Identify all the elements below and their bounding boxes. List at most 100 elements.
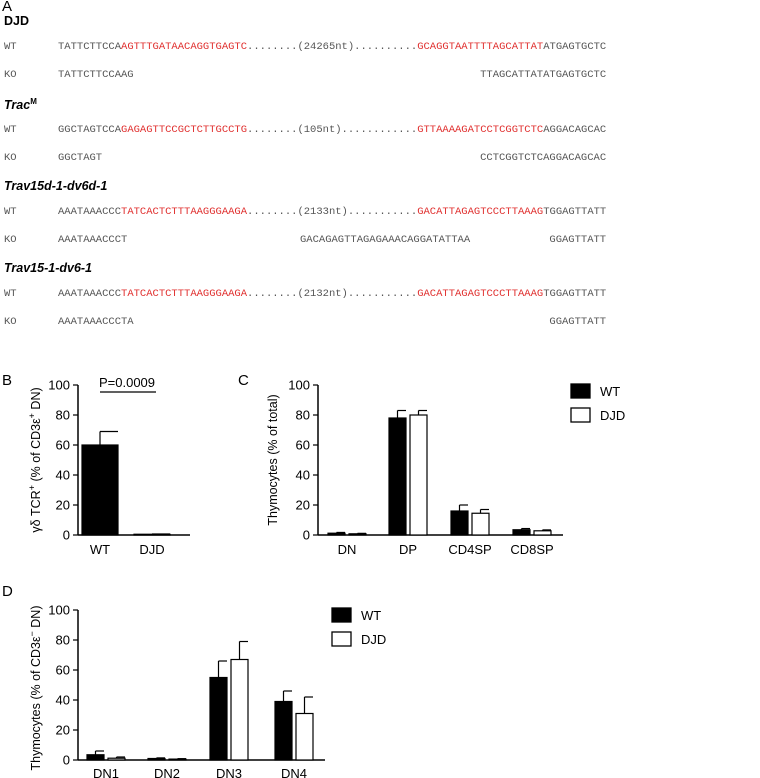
ko-sequence-right: GGAGTTATT [549,234,607,246]
legend-swatch [331,631,352,647]
y-tick-label: 40 [56,468,70,483]
y-axis-label-sup: + [27,485,37,490]
ko-label: KO [4,316,17,328]
y-tick-label: 20 [56,498,70,513]
x-tick-label: DJD [139,542,164,557]
legend-label: WT [600,384,620,399]
x-tick-label: DN3 [216,766,242,778]
bar-dn2-wt [147,757,166,761]
panel-letter-d: D [2,583,13,600]
panel-letter-a: A [2,0,13,15]
bar-dn-wt [327,532,346,536]
bar-cd8sp-wt [512,529,531,536]
y-tick-label: 100 [48,603,70,618]
y-axis-label-part: DN) [29,605,43,631]
bar-cd4sp-wt [450,510,469,536]
x-tick-label: DN [338,542,357,557]
wt-red1: TATCACTCTTTAAGGGAAGA [121,288,248,300]
bar-dn-djd [348,533,367,536]
ko-label: KO [4,152,17,164]
wt-red2: GTTAAAAGATCCTCGGTCTC [417,124,544,136]
p-value-annotation: P=0.0009 [99,375,155,390]
gene-title-text: Trav15-1-dv6-1 [4,261,93,275]
y-tick-label: 0 [63,528,70,543]
wt-red2: GCAGGTAATTTTAGCATTAT [417,41,544,53]
bar-dn1-djd [107,757,126,761]
x-tick-label: DP [399,542,417,557]
x-tick-label: CD4SP [448,542,491,557]
wt-red2: GACATTAGAGTCCCTTAAAG [417,206,544,218]
y-tick-label: 40 [56,693,70,708]
wt-sequence: AAATAAACCCTATCACTCTTTAAGGGAAGA........(2… [58,288,606,300]
ko-sequence-left: TATTCTTCCAAG [58,69,134,81]
bar-dn1-wt [86,754,105,761]
wt-label: WT [4,206,17,218]
bar-cd8sp-djd [533,530,552,536]
y-tick-label: 60 [56,438,70,453]
ko-sequence-left: AAATAAACCCTA [58,316,134,328]
y-axis-label-part: γδ TCR [29,490,43,532]
wt-suffix: TGGAGTTATT [543,206,607,218]
x-tick-label: WT [90,542,110,557]
wt-red1: GAGAGTTCCGCTCTTGCCTG [121,124,248,136]
wt-red1: TATCACTCTTTAAGGGAAGA [121,206,248,218]
wt-prefix: TATTCTTCCA [58,41,122,53]
legend-label: WT [361,608,381,623]
wt-label: WT [4,124,17,136]
ko-sequence-right: TTAGCATTATATGAGTGCTC [480,69,607,81]
y-tick-label: 40 [296,468,310,483]
y-tick-label: 60 [296,438,310,453]
ko-label: KO [4,69,17,81]
ko-sequence-right: GGAGTTATT [549,316,607,328]
wt-prefix: AAATAAACCC [58,206,122,218]
legend-label: DJD [361,632,386,647]
wt-gap: ........(2133nt)........... [247,206,418,218]
y-tick-label: 0 [303,528,310,543]
gene-title: DJD [4,14,29,28]
gene-title-text: Trav15d-1-dv6d-1 [4,179,108,193]
gene-title-text: Trac [4,98,31,113]
y-axis-label: Thymocytes (% of total) [266,394,280,525]
bar-dn4-djd [295,712,314,761]
y-tick-label: 80 [296,408,310,423]
wt-sequence: GGCTAGTCCAGAGAGTTCCGCTCTTGCCTG........(1… [58,124,606,136]
wt-label: WT [4,288,17,300]
wt-sequence: TATTCTTCCAAGTTTGATAACAGGTGAGTC........(2… [58,41,606,53]
y-axis-label-part: Thymocytes (% of total) [266,394,280,525]
bar-cd4sp-djd [471,512,490,536]
wt-sequence: AAATAAACCCTATCACTCTTTAAGGGAAGA........(2… [58,206,606,218]
x-tick-label: CD8SP [510,542,553,557]
wt-gap: ........(2132nt)........... [247,288,418,300]
wt-label: WT [4,41,17,53]
y-tick-label: 20 [56,723,70,738]
gene-title: Trav15d-1-dv6d-1 [4,179,107,193]
legend-swatch [570,407,591,423]
y-tick-label: 80 [56,408,70,423]
wt-prefix: GGCTAGTCCA [58,124,122,136]
wt-red1: AGTTTGATAACAGGTGAGTC [121,41,248,53]
ko-sequence-right: CCTCGGTCTCAGGACAGCAC [480,152,607,164]
y-axis-label: γδ TCR+ (% of CD3ε+ DN) [27,387,43,532]
x-tick-label: DN2 [154,766,180,778]
legend-swatch [331,607,352,623]
ko-label: KO [4,234,17,246]
bar-dp-djd [409,414,428,536]
legend-swatch [570,383,591,399]
gene-title: TracM [4,97,37,112]
panel-letter-b: B [2,372,13,389]
y-tick-label: 0 [63,753,70,768]
wt-suffix: AGGACAGCAC [543,124,607,136]
wt-suffix: TGGAGTTATT [543,288,607,300]
y-axis-label-sup: − [27,631,37,636]
wt-gap: ........(24265nt).......... [247,41,418,53]
y-axis-label: Thymocytes (% of CD3ε− DN) [27,605,43,770]
y-axis-label-sup: + [27,413,37,418]
y-tick-label: 80 [56,633,70,648]
y-tick-label: 20 [296,498,310,513]
bar-dp-wt [388,417,407,536]
y-tick-label: 100 [288,378,310,393]
y-axis-label-part: Thymocytes (% of CD3ε [29,636,43,771]
y-tick-label: 100 [48,378,70,393]
x-tick-label: DN4 [281,766,307,778]
bar-dn3-wt [209,676,228,761]
